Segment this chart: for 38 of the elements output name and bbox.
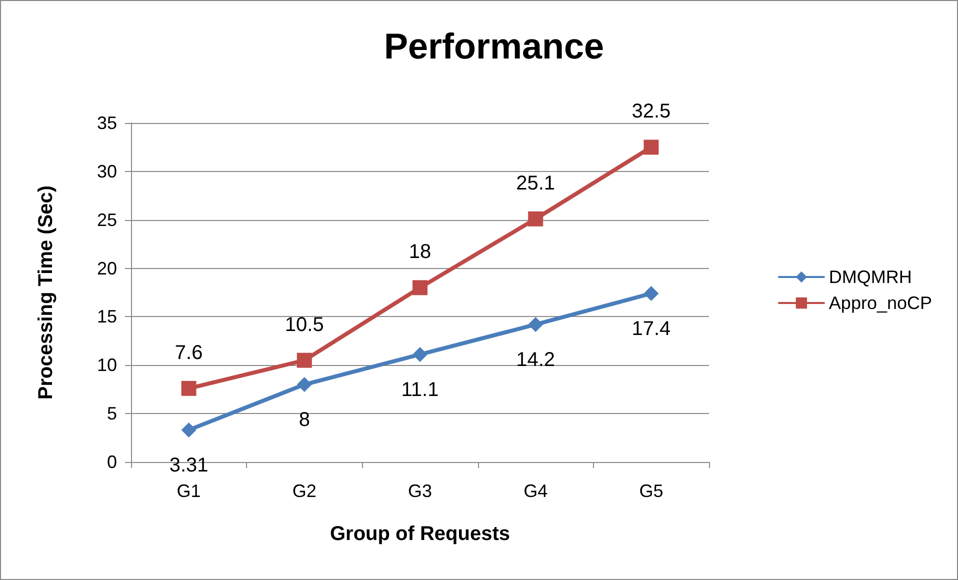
x-tick-label: G2 [292,481,316,501]
point [181,422,196,438]
point [412,346,428,362]
y-tick-label: 0 [106,452,117,472]
data-label: 3.31 [169,454,208,476]
data-label: 7.6 [174,342,203,364]
y-axis-title: Processing Time (Sec) [35,185,57,400]
data-label: 11.1 [401,378,439,401]
point [296,377,312,392]
data-label: 17.4 [632,318,671,340]
y-tick-label: 30 [96,161,117,182]
x-tick-label: G4 [524,481,548,501]
y-tick-label: 15 [96,306,117,327]
data-label: 25.1 [516,172,556,194]
point [644,286,659,301]
legend-label: DMQMRH [828,267,912,287]
point [528,211,544,226]
point [644,140,659,155]
x-tick-label: G3 [408,481,432,501]
point [296,352,312,368]
data-label: 8 [298,409,310,432]
legend-label: Appro_noCP [828,293,932,313]
data-label: 32.5 [632,100,671,123]
y-tick-label: 5 [106,404,117,424]
x-tick-label: G1 [176,481,201,501]
data-label: 14.2 [516,348,556,371]
data-label: 10.5 [284,314,324,336]
x-tick-label: G5 [639,481,664,501]
point [528,316,544,332]
y-tick-label: 20 [96,258,117,278]
y-tick-label: 25 [96,210,117,230]
point [412,280,428,296]
y-tick-label: 10 [96,355,117,376]
data-label: 18 [408,241,432,264]
chart-title: Performance [384,26,604,66]
y-tick-label: 35 [96,113,117,133]
point [181,380,196,396]
x-axis-title: Group of Requests [330,523,510,545]
